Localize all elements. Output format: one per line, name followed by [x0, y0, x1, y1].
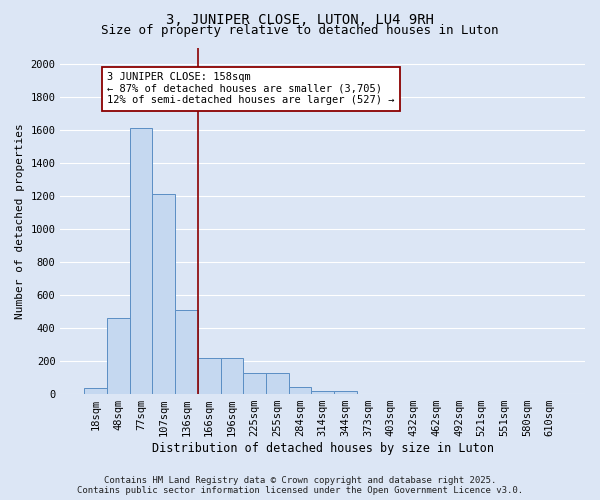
Bar: [221, 358, 243, 394]
Bar: [175, 310, 198, 394]
Text: 3, JUNIPER CLOSE, LUTON, LU4 9RH: 3, JUNIPER CLOSE, LUTON, LU4 9RH: [166, 12, 434, 26]
Bar: [107, 318, 130, 394]
Text: Size of property relative to detached houses in Luton: Size of property relative to detached ho…: [101, 24, 499, 37]
Bar: [289, 388, 311, 394]
Bar: [130, 128, 152, 394]
Text: 3 JUNIPER CLOSE: 158sqm
← 87% of detached houses are smaller (3,705)
12% of semi: 3 JUNIPER CLOSE: 158sqm ← 87% of detache…: [107, 72, 394, 106]
Bar: [311, 391, 334, 394]
Bar: [152, 194, 175, 394]
Bar: [198, 358, 221, 394]
Text: Contains HM Land Registry data © Crown copyright and database right 2025.
Contai: Contains HM Land Registry data © Crown c…: [77, 476, 523, 495]
Bar: [334, 391, 357, 394]
Bar: [84, 388, 107, 394]
Bar: [243, 372, 266, 394]
Bar: [266, 372, 289, 394]
X-axis label: Distribution of detached houses by size in Luton: Distribution of detached houses by size …: [152, 442, 494, 455]
Y-axis label: Number of detached properties: Number of detached properties: [15, 123, 25, 318]
